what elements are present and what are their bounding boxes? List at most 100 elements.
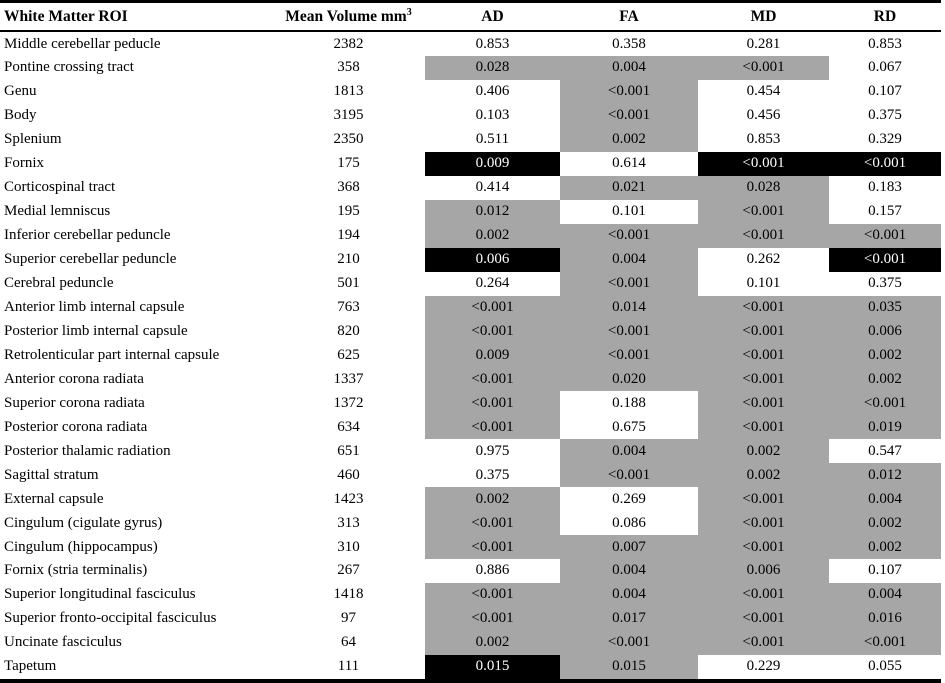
col-header-rd: RD: [829, 1, 941, 32]
fa-pvalue-cell: 0.020: [560, 367, 698, 392]
md-pvalue-cell: 0.262: [746, 251, 781, 268]
rd-pvalue-cell: 0.019: [829, 415, 941, 440]
md-pvalue-cell: <0.001: [698, 343, 829, 368]
md-pvalue-cell: 0.456: [746, 107, 781, 124]
fa-pvalue-cell: 0.017: [560, 606, 698, 631]
rd-pvalue-cell: 0.107: [868, 562, 902, 579]
md-pvalue-cell: <0.001: [698, 630, 829, 655]
md-pvalue-cell: <0.001: [698, 223, 829, 248]
mean-volume-cell: 267: [337, 562, 360, 579]
mean-volume-cell: 3195: [333, 107, 364, 124]
roi-cell: Superior longitudinal fasciculus: [4, 586, 196, 603]
ad-pvalue-cell: <0.001: [425, 367, 560, 392]
table-row: Splenium 2350 0.511 0.002 0.853 0.329: [0, 127, 941, 152]
col-header-roi: White Matter ROI: [0, 1, 272, 32]
ad-pvalue-cell: 0.002: [425, 223, 560, 248]
ad-pvalue-cell: 0.015: [425, 654, 560, 681]
table-row: Body 3195 0.103 <0.001 0.456 0.375: [0, 103, 941, 128]
fa-pvalue-cell: 0.358: [612, 35, 646, 52]
ad-pvalue-cell: 0.264: [475, 275, 510, 292]
table-row: Cingulum (cigulate gyrus) 313 <0.001 0.086 <…: [0, 511, 941, 536]
rd-pvalue-cell: 0.067: [868, 59, 902, 76]
rd-pvalue-cell: 0.547: [868, 442, 902, 459]
rd-pvalue-cell: 0.016: [829, 606, 941, 631]
rd-pvalue-cell: 0.002: [829, 511, 941, 536]
mean-volume-cell: 368: [337, 179, 360, 196]
md-pvalue-cell: <0.001: [698, 319, 829, 344]
table-row: Anterior limb internal capsule 763 <0.001 0…: [0, 295, 941, 320]
rd-pvalue-cell: <0.001: [829, 391, 941, 416]
mean-volume-cell: 2350: [333, 131, 364, 148]
table-row: Genu 1813 0.406 <0.001 0.454 0.107: [0, 79, 941, 104]
roi-cell: External capsule: [4, 490, 104, 507]
mean-volume-cell: 501: [337, 275, 360, 292]
md-pvalue-cell: <0.001: [698, 535, 829, 560]
roi-cell: Posterior limb internal capsule: [4, 322, 188, 339]
ad-pvalue-cell: <0.001: [425, 582, 560, 607]
md-pvalue-cell: <0.001: [698, 391, 829, 416]
mean-volume-cell: 210: [337, 251, 360, 268]
rd-pvalue-cell: 0.055: [868, 658, 902, 675]
rd-pvalue-cell: 0.002: [829, 535, 941, 560]
ad-pvalue-cell: <0.001: [425, 535, 560, 560]
md-pvalue-cell: 0.281: [746, 35, 781, 52]
md-pvalue-cell: <0.001: [698, 56, 829, 80]
fa-pvalue-cell: 0.086: [612, 514, 646, 531]
ad-pvalue-cell: 0.002: [425, 487, 560, 512]
rd-pvalue-cell: 0.329: [868, 131, 902, 148]
md-pvalue-cell: <0.001: [698, 151, 829, 176]
rd-pvalue-cell: 0.183: [868, 179, 902, 196]
ad-pvalue-cell: 0.002: [425, 630, 560, 655]
roi-cell: Superior cerebellar peduncle: [4, 251, 177, 268]
roi-cell: Corticospinal tract: [4, 179, 116, 196]
rd-pvalue-cell: 0.107: [868, 83, 902, 100]
table-row: Cerebral peduncle 501 0.264 <0.001 0.101 0.37…: [0, 271, 941, 296]
roi-cell: Retrolenticular part internal capsule: [4, 346, 220, 363]
roi-cell: Uncinate fasciculus: [4, 634, 122, 651]
fa-pvalue-cell: 0.002: [560, 127, 698, 152]
table-row: Fornix (stria terminalis) 267 0.886 0.004 0.…: [0, 559, 941, 583]
mean-volume-cell: 97: [341, 610, 356, 627]
mean-volume-cell: 634: [337, 418, 360, 435]
ad-pvalue-cell: 0.975: [475, 442, 510, 459]
fa-pvalue-cell: <0.001: [560, 103, 698, 128]
col-header-fa: FA: [560, 1, 698, 32]
fa-pvalue-cell: 0.101: [612, 203, 646, 220]
roi-cell: Pontine crossing tract: [4, 59, 134, 76]
rd-pvalue-cell: 0.012: [829, 463, 941, 488]
roi-cell: Fornix: [4, 155, 45, 172]
fa-pvalue-cell: 0.004: [560, 559, 698, 583]
mean-volume-cell: 1337: [333, 370, 364, 387]
ad-pvalue-cell: 0.511: [475, 131, 510, 148]
fa-pvalue-cell: 0.614: [612, 155, 646, 172]
rd-pvalue-cell: 0.375: [868, 107, 902, 124]
fa-pvalue-cell: 0.004: [560, 582, 698, 607]
roi-cell: Middle cerebellar peducle: [4, 35, 161, 52]
fa-pvalue-cell: <0.001: [560, 343, 698, 368]
table-row: Uncinate fasciculus 64 0.002 <0.001 <0.001 <0…: [0, 630, 941, 655]
md-pvalue-cell: 0.028: [698, 175, 829, 200]
rd-pvalue-cell: 0.002: [829, 367, 941, 392]
table-row: Sagittal stratum 460 0.375 <0.001 0.002 0.012: [0, 463, 941, 488]
rd-pvalue-cell: 0.157: [868, 203, 902, 220]
table-row: Medial lemniscus 195 0.012 0.101 <0.001 0.157: [0, 199, 941, 224]
mean-volume-cell: 1418: [333, 586, 364, 603]
fa-pvalue-cell: <0.001: [560, 463, 698, 488]
ad-pvalue-cell: <0.001: [425, 319, 560, 344]
fa-pvalue-cell: 0.188: [612, 394, 646, 411]
mean-volume-cell: 194: [337, 227, 360, 244]
table-row: Superior cerebellar peduncle 210 0.006 0.00…: [0, 247, 941, 272]
roi-cell: Genu: [4, 83, 37, 100]
ad-pvalue-cell: <0.001: [425, 606, 560, 631]
fa-pvalue-cell: <0.001: [560, 630, 698, 655]
md-pvalue-cell: <0.001: [698, 295, 829, 320]
table-row: Posterior corona radiata 634 <0.001 0.675 <0…: [0, 415, 941, 440]
roi-cell: Sagittal stratum: [4, 466, 99, 483]
table-row: Superior fronto-occipital fasciculus 97 <0…: [0, 606, 941, 631]
rd-pvalue-cell: 0.035: [829, 295, 941, 320]
fa-pvalue-cell: <0.001: [560, 79, 698, 104]
md-pvalue-cell: 0.002: [698, 463, 829, 488]
mean-volume-cell: 1423: [333, 490, 364, 507]
roi-cell: Posterior corona radiata: [4, 418, 148, 435]
